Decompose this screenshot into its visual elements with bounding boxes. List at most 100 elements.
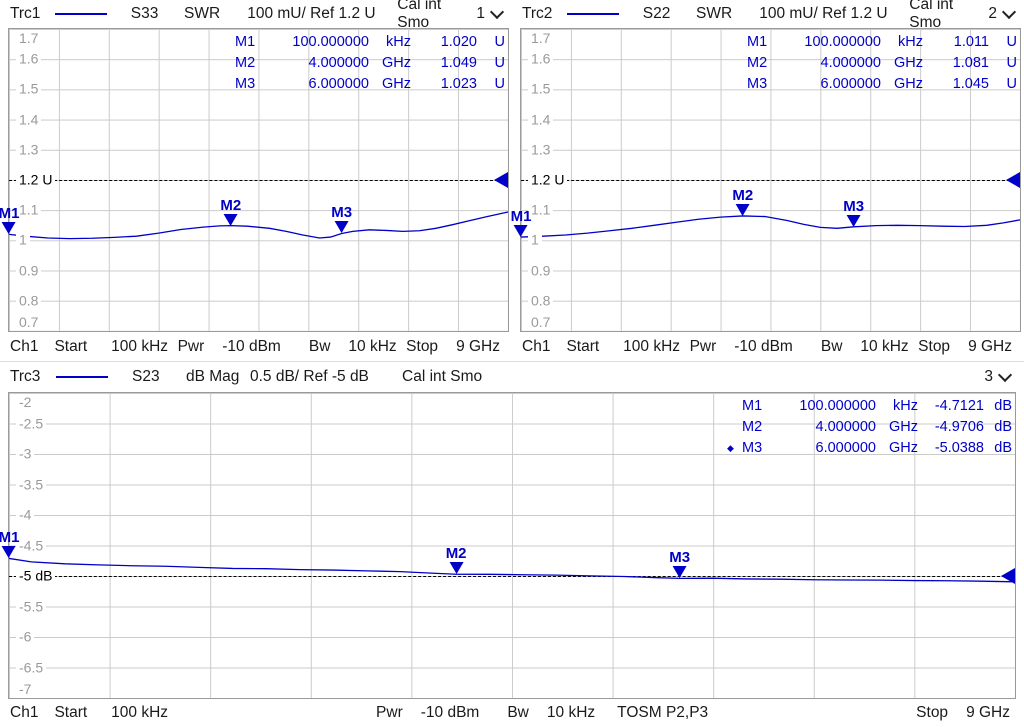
start-label: Start [54,704,88,721]
marker-m1[interactable]: M1 [0,529,20,559]
marker-response-unit: U [494,55,505,71]
power-value[interactable]: -10 dBm [734,337,793,355]
dbmag-chart-s23: -2 -2.5 -3 -3.5 -4 -4.5 -5.5 -6 -6.5 -7 -5 dB M1 M2 M… [0,392,1016,699]
y-axis-tick-label: 0.8 [16,293,42,309]
marker-readout-row: M2 4.000000 GHz 1.081 U [732,53,1017,74]
trace3-color-line-icon [56,376,108,378]
trace3-scale[interactable]: 0.5 dB/ Ref -5 dB [250,368,369,385]
marker-m3[interactable]: M3 [331,205,352,234]
trace1-format[interactable]: SWR [184,5,221,22]
trace2-scale[interactable]: 100 mU/ Ref 1.2 U [759,5,888,22]
y-axis-tick-label: -6.5 [16,660,47,675]
channel-label[interactable]: Ch1 [10,704,39,721]
marker-name: M2 [742,419,763,435]
marker-response-unit: dB [994,398,1012,414]
marker-readout-row: M1 100.000000 kHz -4.7121 dB [727,396,1012,417]
marker-triangle-icon [514,225,528,238]
y-axis-tick-label: 1.5 [528,81,554,97]
trace2-measurement[interactable]: S22 [642,5,671,22]
y-axis-tick-label: -4 [16,507,35,523]
marker-response-value: 1.045 [952,76,989,92]
marker-name: M3 [747,76,768,92]
marker-response-value: 1.020 [440,34,477,50]
marker-m2[interactable]: M2 [446,546,467,575]
trace3-measurement[interactable]: S23 [132,368,160,385]
channel-label[interactable]: Ch1 [10,337,39,355]
active-marker-diamond-icon [732,32,747,53]
stop-label: Stop [916,704,949,721]
trace1-scale[interactable]: 100 mU/ Ref 1.2 U [247,5,376,22]
power-value[interactable]: -10 dBm [420,704,480,721]
trace-curve [9,29,508,331]
trace2-format[interactable]: SWR [696,5,733,22]
reference-level-arrow-icon[interactable] [1006,172,1020,188]
marker-stimulus-value: 6.000000 [815,440,876,456]
stop-frequency[interactable]: 9 GHz [456,337,500,355]
marker-stimulus-unit: GHz [894,76,923,92]
trace1-measurement[interactable]: S33 [130,5,159,22]
stop-frequency[interactable]: 9 GHz [966,704,1010,721]
y-axis-tick-label: 1.5 [16,81,42,97]
channel1-footer-left: Ch1 Start 100 kHz Pwr -10 dBm Bw 10 kHz … [0,332,512,361]
y-axis-tick-label: -4.5 [16,538,47,553]
marker-response-value: -4.9706 [934,419,984,435]
marker-triangle-icon [223,213,238,226]
marker-readout-table: M1 100.000000 kHz -4.7121 dB M2 4.000000 GHz -4.… [727,396,1012,459]
y-axis-tick-label: -2.5 [16,416,47,431]
marker-m1[interactable]: M1 [0,206,19,235]
start-frequency[interactable]: 100 kHz [111,704,169,721]
marker-response-unit: dB [994,419,1012,435]
marker-m1[interactable]: M1 [511,209,531,238]
marker-response-value: -5.0388 [934,440,984,456]
bandwidth-value[interactable]: 10 kHz [546,704,596,721]
marker-response-unit: dB [994,440,1012,456]
trace2-name[interactable]: Trc2 [522,5,553,22]
marker-stimulus-unit: GHz [382,55,411,71]
trace2-channel-selector[interactable]: 2 [988,4,1017,23]
marker-m2[interactable]: M2 [732,187,753,216]
trace3-name[interactable]: Trc3 [10,368,41,385]
marker-stimulus-value: 100.000000 [799,398,876,414]
reference-level-label: -5 dB [16,568,56,584]
trace1-channel-selector[interactable]: 1 [476,4,505,23]
marker-m2[interactable]: M2 [220,197,241,226]
y-axis-tick-label: 1.1 [16,202,42,218]
marker-stimulus-value: 4.000000 [820,55,881,71]
reference-level-arrow-icon[interactable] [1001,568,1015,584]
y-axis-tick-label: 1.3 [528,142,554,158]
trace3-format[interactable]: dB Mag [186,368,240,385]
trace2-color-line-icon [567,13,619,15]
y-axis-tick-label: 1 [16,232,30,248]
trace1-name[interactable]: Trc1 [10,5,41,22]
start-frequency[interactable]: 100 kHz [111,337,169,355]
stop-frequency[interactable]: 9 GHz [968,337,1012,355]
bandwidth-value[interactable]: 10 kHz [348,337,397,355]
marker-response-unit: U [1006,76,1017,92]
trace2-channel-number: 2 [988,5,997,22]
channel-label[interactable]: Ch1 [522,337,551,355]
marker-stimulus-unit: kHz [893,398,918,414]
active-marker-diamond-icon [220,32,235,53]
reference-level-arrow-icon[interactable] [494,172,508,188]
y-axis-tick-label: 0.9 [16,263,42,279]
y-axis-tick-label: 1.3 [16,142,42,158]
y-axis-tick-label: -3.5 [16,477,47,492]
swr-chart-s33: 1.7 1.6 1.5 1.4 1.3 1.1 1 0.9 0.8 0.7 1.2 U M1 M2 M3 M… [0,28,509,332]
power-value[interactable]: -10 dBm [222,337,281,355]
start-label: Start [566,337,600,355]
trace1-channel-number: 1 [476,5,485,22]
marker-name: M1 [742,398,763,414]
marker-m3[interactable]: M3 [843,198,864,227]
bandwidth-value[interactable]: 10 kHz [860,337,909,355]
start-frequency[interactable]: 100 kHz [623,337,681,355]
marker-stimulus-unit: GHz [894,55,923,71]
y-axis-tick-label: -6 [16,629,35,645]
trace-curve [521,29,1020,331]
marker-response-unit: U [1006,55,1017,71]
y-axis-tick-label: 1.1 [528,202,554,218]
top-charts-row: 1.7 1.6 1.5 1.4 1.3 1.1 1 0.9 0.8 0.7 1.2 U M1 M2 M3 M… [0,28,1024,332]
marker-label: M1 [0,529,20,547]
marker-m3[interactable]: M3 [669,550,690,579]
trace3-channel-selector[interactable]: 3 [984,367,1013,386]
trace2-header: Trc2 S22 SWR 100 mU/ Ref 1.2 U Cal int S… [512,0,1024,31]
